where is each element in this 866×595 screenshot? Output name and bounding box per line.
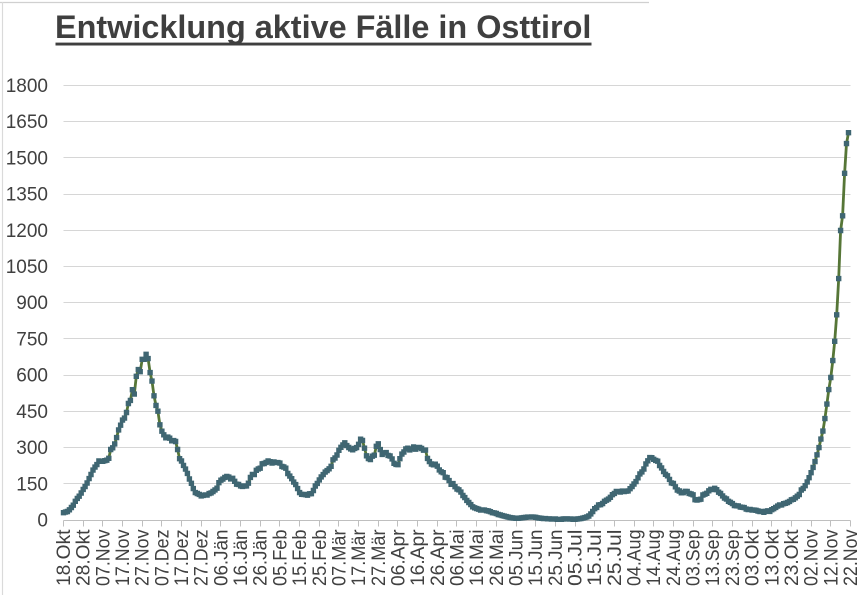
svg-text:28.Okt: 28.Okt <box>74 529 95 586</box>
svg-text:15.Jun: 15.Jun <box>526 530 547 587</box>
svg-text:750: 750 <box>16 329 48 350</box>
svg-text:17.Dez: 17.Dez <box>172 530 193 587</box>
svg-text:05.Jun: 05.Jun <box>507 530 528 587</box>
svg-text:25.Jul: 25.Jul <box>605 530 626 587</box>
svg-text:25.Jun: 25.Jun <box>546 530 567 587</box>
svg-text:14.Aug: 14.Aug <box>644 530 665 587</box>
svg-text:23.Sep: 23.Sep <box>723 530 744 587</box>
svg-text:06.Mai: 06.Mai <box>448 530 469 587</box>
svg-text:12.Nov: 12.Nov <box>821 529 842 586</box>
svg-text:1800: 1800 <box>6 76 48 97</box>
svg-text:07.Dez: 07.Dez <box>152 530 173 587</box>
svg-text:15.Feb: 15.Feb <box>290 530 311 587</box>
svg-text:1500: 1500 <box>6 148 48 169</box>
svg-text:16.Apr: 16.Apr <box>408 529 429 586</box>
svg-text:0: 0 <box>37 511 48 532</box>
svg-text:17.Mär: 17.Mär <box>349 529 370 586</box>
svg-text:900: 900 <box>16 293 48 314</box>
svg-text:07.Nov: 07.Nov <box>93 529 114 586</box>
svg-text:1050: 1050 <box>6 257 48 278</box>
svg-text:16.Mai: 16.Mai <box>467 530 488 587</box>
svg-text:150: 150 <box>16 474 48 495</box>
svg-text:04.Aug: 04.Aug <box>625 530 646 587</box>
svg-text:05.Jul: 05.Jul <box>566 530 587 587</box>
svg-text:1650: 1650 <box>6 112 48 133</box>
svg-text:25.Feb: 25.Feb <box>310 530 331 587</box>
svg-text:06.Jän: 06.Jän <box>211 530 232 587</box>
svg-text:13.Sep: 13.Sep <box>703 530 724 587</box>
svg-text:Entwicklung aktive Fälle in Os: Entwicklung aktive Fälle in Osttirol <box>55 9 591 45</box>
svg-text:1350: 1350 <box>6 185 48 206</box>
svg-text:27.Mär: 27.Mär <box>369 529 390 586</box>
svg-text:26.Mai: 26.Mai <box>487 530 508 587</box>
svg-text:05.Feb: 05.Feb <box>270 530 291 587</box>
svg-text:02.Nov: 02.Nov <box>802 529 823 586</box>
svg-text:1200: 1200 <box>6 221 48 242</box>
svg-text:13.Okt: 13.Okt <box>762 529 783 586</box>
svg-text:26.Apr: 26.Apr <box>428 529 449 586</box>
svg-text:24.Aug: 24.Aug <box>664 530 685 587</box>
svg-text:06.Apr: 06.Apr <box>389 529 410 586</box>
svg-text:16.Jän: 16.Jän <box>231 530 252 587</box>
svg-text:18.Okt: 18.Okt <box>54 529 75 586</box>
svg-text:23.Okt: 23.Okt <box>782 529 803 586</box>
svg-text:15.Jul: 15.Jul <box>585 530 606 587</box>
svg-text:17.Nov: 17.Nov <box>113 529 134 586</box>
svg-text:03.Sep: 03.Sep <box>684 530 705 587</box>
svg-text:27.Dez: 27.Dez <box>192 530 213 587</box>
svg-text:450: 450 <box>16 402 48 423</box>
svg-text:300: 300 <box>16 438 48 459</box>
svg-text:03.Okt: 03.Okt <box>743 529 764 586</box>
svg-text:26.Jän: 26.Jän <box>251 530 272 587</box>
svg-text:27.Nov: 27.Nov <box>133 529 154 586</box>
svg-text:07.Mär: 07.Mär <box>329 529 350 586</box>
svg-text:22.Nov: 22.Nov <box>841 529 862 586</box>
svg-text:600: 600 <box>16 366 48 387</box>
